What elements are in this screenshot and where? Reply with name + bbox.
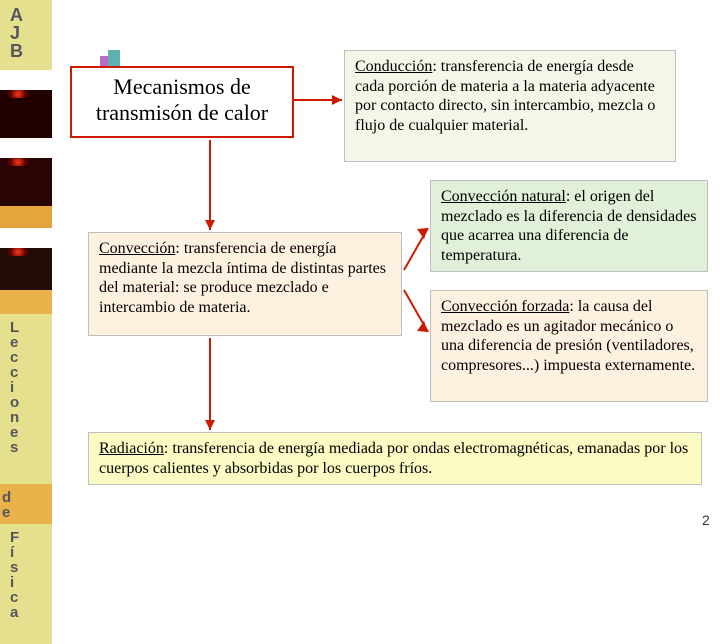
term-conveccion: Convección xyxy=(99,240,175,257)
sidebar-panel: Lecciones xyxy=(0,314,52,484)
box-conv-forzada: Convección forzada: la causa del mezclad… xyxy=(430,290,708,402)
sidebar-panel: AJB xyxy=(0,0,52,70)
term-conv-natural: Convección natural xyxy=(441,188,566,205)
sidebar-panel xyxy=(0,290,52,314)
box-radiacion: Radiación: transferencia de energía medi… xyxy=(88,432,702,485)
page-number: 2 xyxy=(702,512,710,528)
title-text: Mecanismos de transmisón de calor xyxy=(76,74,288,126)
sidebar-strip: AJBLeccionesdeFísica xyxy=(0,0,52,540)
sidebar-panel xyxy=(0,248,52,290)
title-line1: Mecanismos de xyxy=(113,74,250,99)
sidebar-panel: Física xyxy=(0,524,52,644)
content-area: Mecanismos de transmisón de calor Conduc… xyxy=(52,0,720,540)
sidebar-panel xyxy=(0,206,52,228)
title-line2: transmisón de calor xyxy=(96,100,268,125)
sidebar-panel: de xyxy=(0,484,52,524)
term-conv-forzada: Convección forzada xyxy=(441,298,569,315)
box-conveccion: Convección: transferencia de energía med… xyxy=(88,232,402,336)
sidebar-panel xyxy=(0,158,52,206)
sidebar-panel xyxy=(0,90,52,138)
term-radiacion: Radiación xyxy=(99,440,164,457)
box-conduccion: Conducción: transferencia de energía des… xyxy=(344,50,676,162)
term-conduccion: Conducción xyxy=(355,58,432,75)
box-conv-natural: Convección natural: el origen del mezcla… xyxy=(430,180,708,272)
text-radiacion: : transferencia de energía mediada por o… xyxy=(99,440,688,477)
